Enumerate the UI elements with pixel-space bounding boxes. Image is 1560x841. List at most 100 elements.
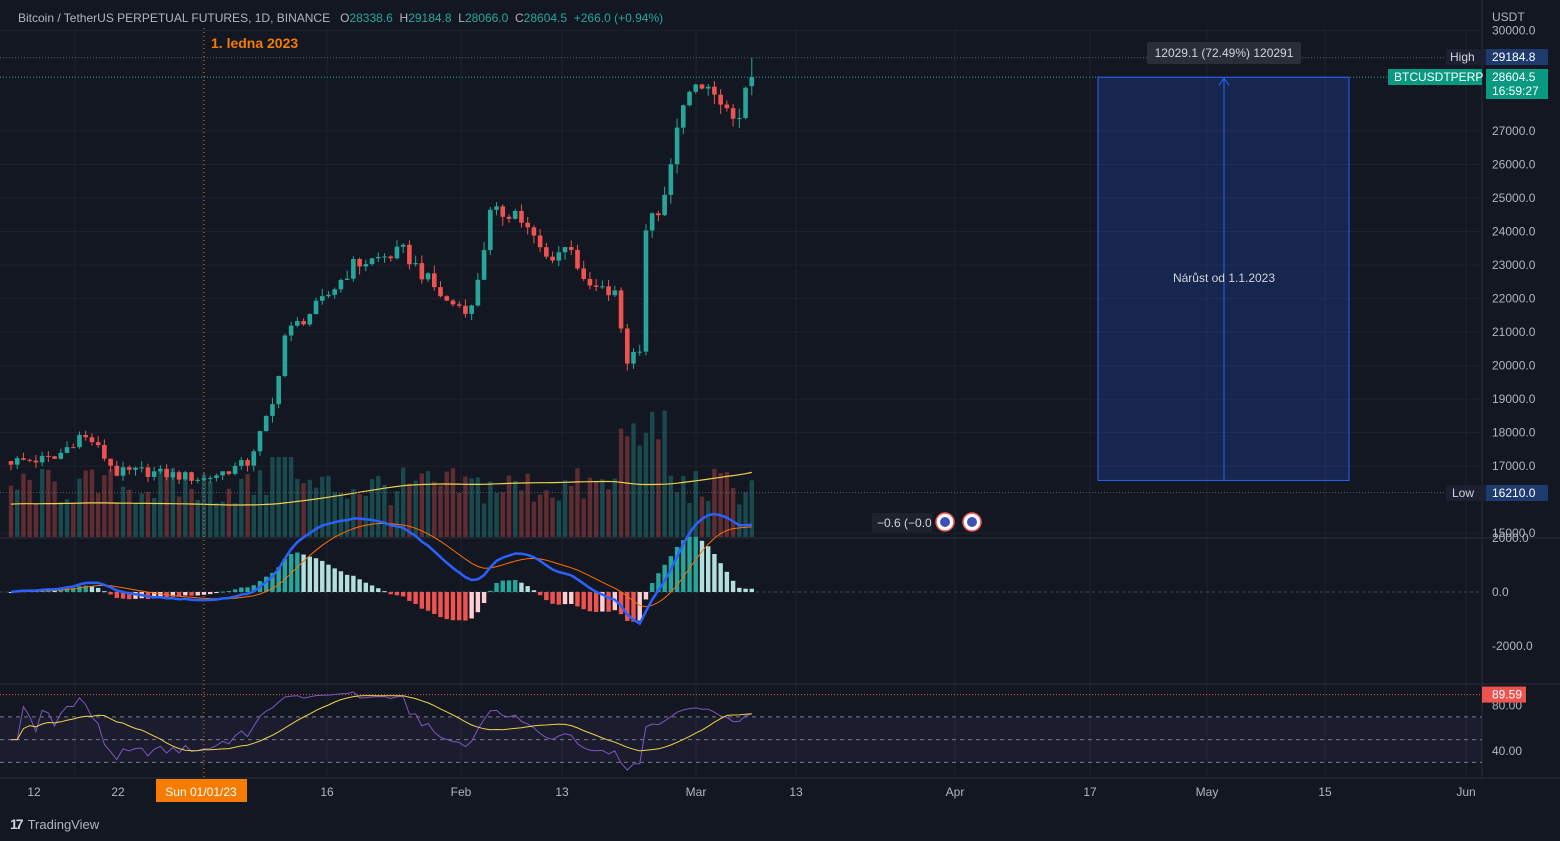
volume-bar (394, 491, 400, 537)
brand[interactable]: 17 TradingView (10, 816, 99, 832)
low-label-badge (1446, 485, 1486, 501)
volume-bar (288, 457, 294, 537)
macd-histogram-bar (537, 592, 543, 596)
macd-histogram-bar (575, 592, 580, 607)
volume-bar (544, 490, 549, 537)
macd-histogram-bar (282, 558, 288, 592)
macd-histogram-bar (743, 588, 748, 592)
candle-body (332, 289, 337, 295)
volume-bar (64, 499, 70, 537)
candle-body (681, 105, 686, 128)
volume-bar (743, 492, 748, 537)
volume-bar (270, 457, 275, 537)
volume-bar (301, 483, 306, 537)
candle-body (612, 290, 618, 296)
volume-bar (506, 475, 512, 537)
volume-bar (407, 483, 412, 537)
candle-body (400, 244, 406, 247)
volume-bar (569, 485, 574, 537)
macd-histogram-bar (556, 592, 561, 605)
macd-histogram-bar (357, 579, 362, 592)
macd-histogram-bar (301, 554, 306, 592)
moving-average-line (10, 471, 752, 506)
volume-bar (413, 480, 418, 537)
candle-body (176, 472, 182, 480)
volume-bar (351, 489, 356, 537)
volume-bar (494, 492, 499, 537)
macd-histogram-bar (195, 592, 200, 596)
macd-histogram-bar (351, 575, 356, 592)
price-axis-tick: 27000.0 (1492, 124, 1536, 138)
candle-body (158, 468, 163, 472)
volume-bar (21, 473, 26, 537)
crosshair-date-badge (156, 779, 247, 802)
low-label-text: Low (1452, 486, 1474, 500)
volume-bar (575, 468, 580, 537)
volume-bar (400, 467, 406, 537)
volume-bar (662, 410, 667, 537)
high-label-text: High (1450, 50, 1475, 64)
macd-histogram-bar (89, 586, 95, 592)
candle-body (544, 247, 549, 257)
volume-bar (245, 474, 250, 537)
open-value: 28338.6 (349, 11, 393, 25)
macd-histogram-bar (593, 592, 599, 613)
candle-body (89, 437, 95, 443)
macd-histogram-bar (693, 536, 698, 592)
symbol-badge (1388, 69, 1482, 85)
candle-body (737, 118, 742, 120)
macd-histogram-bar (413, 592, 418, 604)
macd-histogram-bar (500, 580, 505, 592)
candle-body (301, 321, 306, 325)
macd-histogram-bar (102, 591, 107, 593)
candle-body (245, 460, 250, 466)
symbol-title[interactable]: Bitcoin / TetherUS PERPETUAL FUTURES, 1D… (18, 11, 331, 25)
macd-histogram-bar (201, 592, 207, 595)
macd-histogram-bar (718, 563, 723, 592)
volume-bar (724, 471, 730, 537)
macd-histogram-bar (276, 567, 281, 592)
macd-histogram-bar (525, 586, 530, 592)
price-axis-tick: 20000.0 (1492, 359, 1536, 373)
macd-histogram-bar (183, 592, 188, 596)
volume-bar (313, 487, 319, 537)
volume-bar (606, 489, 611, 537)
macd-histogram-bar (8, 592, 14, 593)
macd-histogram-bar (631, 592, 636, 622)
candle-body (730, 108, 736, 119)
volume-bar (612, 478, 618, 537)
candle-body (631, 351, 636, 364)
volume-bar (513, 480, 518, 537)
candle-body (52, 456, 57, 459)
macd-histogram-bar (450, 592, 456, 621)
volume-bar (481, 503, 487, 537)
macd-histogram-bar (264, 576, 269, 592)
volume-bar (556, 500, 561, 537)
macd-axis-tick: -2000.0 (1492, 639, 1533, 653)
candle-body (120, 467, 126, 476)
candle-body (519, 210, 524, 223)
candle-body (500, 206, 506, 217)
macd-signal-line (10, 522, 752, 608)
time-axis-label: 12 (27, 785, 41, 799)
candle-body (432, 273, 437, 288)
macd-axis-tick: 0.0 (1492, 585, 1509, 599)
macd-histogram-bar (699, 540, 705, 592)
macd-histogram-bar (432, 592, 437, 615)
macd-histogram-bar (83, 585, 88, 592)
volume-bar (631, 423, 636, 537)
candle-body (413, 263, 418, 265)
macd-histogram-bar (77, 586, 82, 592)
candle-body (220, 471, 225, 476)
macd-histogram-bar (245, 587, 250, 592)
volume-bar (201, 474, 207, 537)
time-axis-label: Apr (946, 785, 965, 799)
indicator-readout-box (872, 513, 932, 532)
candle-body (394, 246, 400, 259)
candle-body (488, 209, 493, 251)
time-axis-label: Feb (451, 785, 472, 799)
open-label: O (340, 11, 350, 25)
candle-body (207, 478, 213, 480)
